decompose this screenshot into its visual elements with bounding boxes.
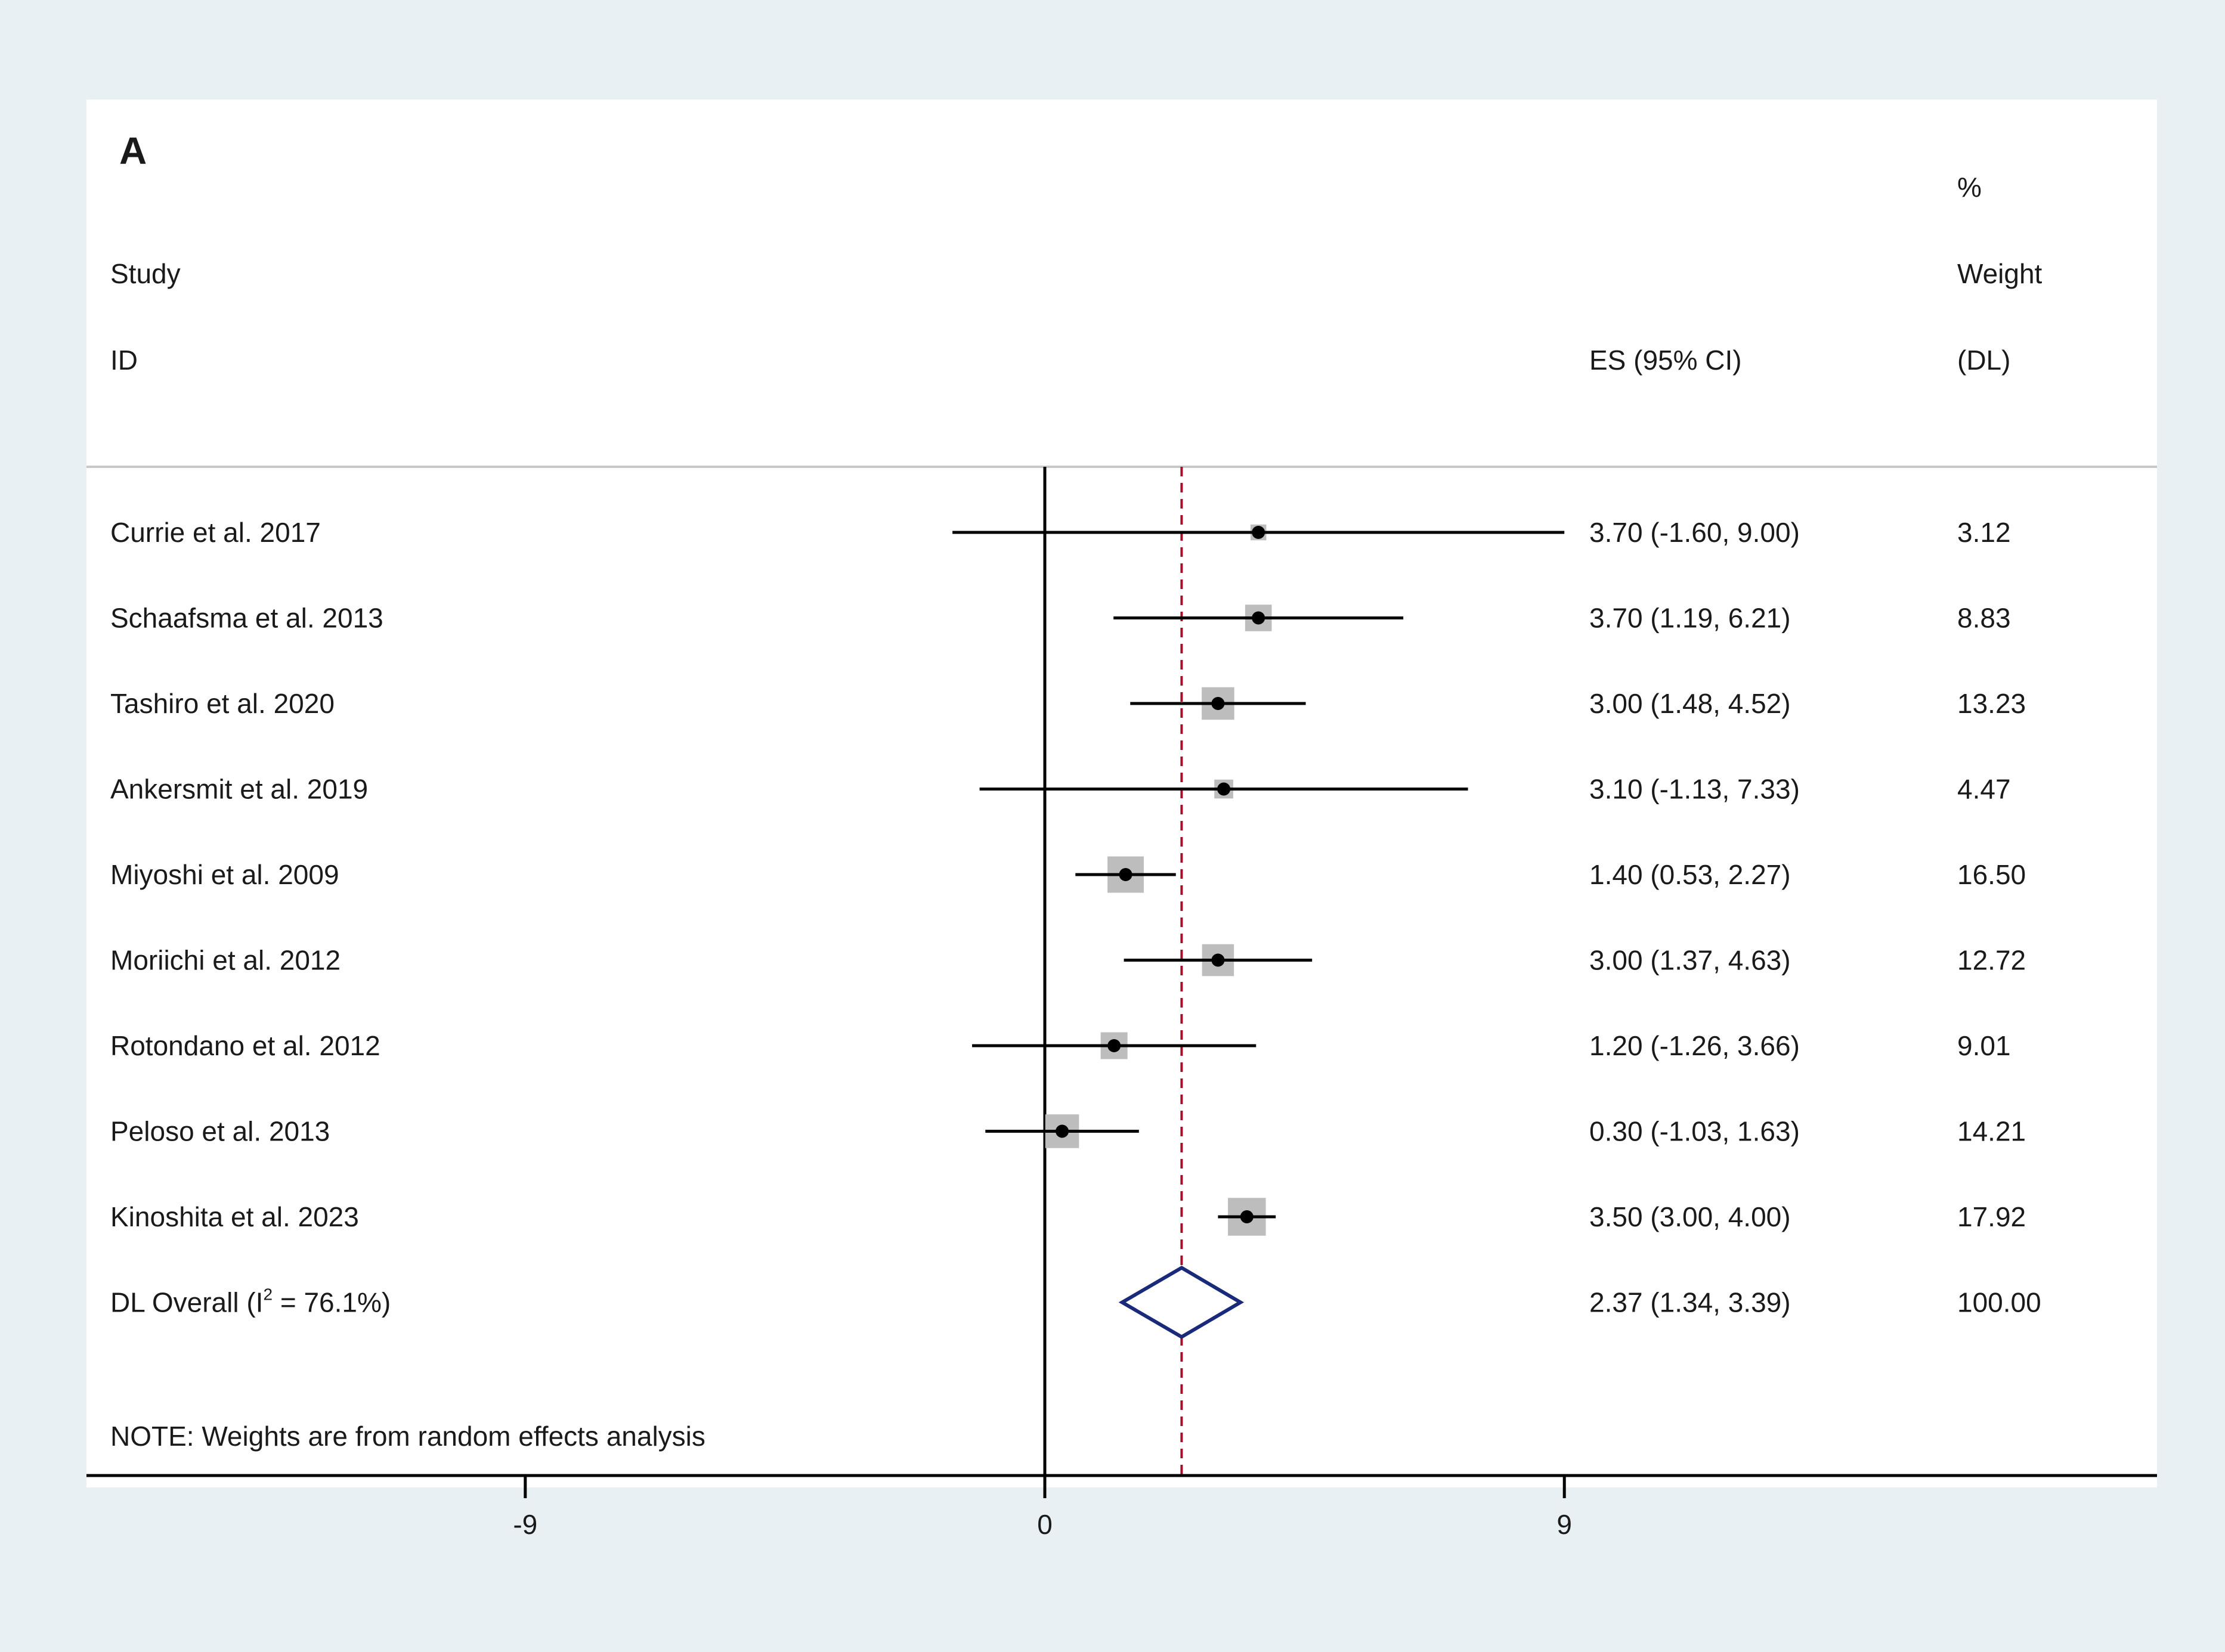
header-study: Study xyxy=(110,258,181,289)
x-tick-label: -9 xyxy=(513,1509,537,1540)
header-id: ID xyxy=(110,345,138,376)
study-row: Miyoshi et al. 2009 1.40 (0.53, 2.27) 16.5… xyxy=(110,856,2026,893)
study-row: Currie et al. 2017 3.70 (-1.60, 9.00) 3.12 xyxy=(110,517,2011,548)
study-row: Kinoshita et al. 2023 3.50 (3.00, 4.00) 17… xyxy=(110,1198,2026,1236)
note-text: NOTE: Weights are from random effects an… xyxy=(110,1421,705,1452)
study-row: Ankersmit et al. 2019 3.10 (-1.13, 7.33) 4… xyxy=(110,774,2011,805)
weight-value: 3.12 xyxy=(1957,517,2011,548)
es-ci-value: 1.20 (-1.26, 3.66) xyxy=(1589,1030,1800,1061)
study-label: Peloso et al. 2013 xyxy=(110,1116,330,1147)
weight-value: 17.92 xyxy=(1957,1201,2026,1232)
overall-es-ci-value: 2.37 (1.34, 3.39) xyxy=(1589,1287,1791,1318)
es-ci-value: 1.40 (0.53, 2.27) xyxy=(1589,859,1791,890)
header-weight-percent: % xyxy=(1957,172,1982,203)
header-weight: Weight xyxy=(1957,258,2043,289)
point-estimate xyxy=(1240,1210,1254,1223)
weight-value: 8.83 xyxy=(1957,603,2011,634)
panel-label: A xyxy=(119,129,147,172)
overall-diamond xyxy=(1118,1266,1245,1339)
plot-panel xyxy=(86,100,2157,1487)
point-estimate xyxy=(1252,526,1265,539)
weight-value: 16.50 xyxy=(1957,859,2026,890)
study-row: Rotondano et al. 2012 1.20 (-1.26, 3.66) 9… xyxy=(110,1030,2011,1061)
overall-weight-value: 100.00 xyxy=(1957,1287,2041,1318)
x-tick-label: 9 xyxy=(1556,1509,1572,1540)
weight-value: 13.23 xyxy=(1957,688,2026,719)
point-estimate xyxy=(1211,697,1225,710)
point-estimate xyxy=(1056,1124,1069,1138)
study-label: Kinoshita et al. 2023 xyxy=(110,1201,359,1232)
weight-value: 12.72 xyxy=(1957,945,2026,976)
study-row: Schaafsma et al. 2013 3.70 (1.19, 6.21) 8.… xyxy=(110,603,2011,634)
es-ci-value: 3.00 (1.37, 4.63) xyxy=(1589,945,1791,976)
x-axis: -9 0 9 xyxy=(86,1474,2157,1540)
es-ci-value: 3.50 (3.00, 4.00) xyxy=(1589,1201,1791,1232)
es-ci-value: 3.10 (-1.13, 7.33) xyxy=(1589,774,1800,805)
point-estimate xyxy=(1119,868,1132,881)
study-row: Moriichi et al. 2012 3.00 (1.37, 4.63) 12.… xyxy=(110,944,2026,977)
study-rows: Currie et al. 2017 3.70 (-1.60, 9.00) 3.12… xyxy=(110,517,2041,1339)
study-label: Rotondano et al. 2012 xyxy=(110,1030,380,1061)
weight-value: 4.47 xyxy=(1957,774,2011,805)
point-estimate xyxy=(1217,782,1231,796)
weight-value: 14.21 xyxy=(1957,1116,2026,1147)
x-tick-label: 0 xyxy=(1037,1509,1053,1540)
study-label: Miyoshi et al. 2009 xyxy=(110,859,339,890)
point-estimate xyxy=(1107,1039,1121,1052)
overall-row: DL Overall (I2 = 76.1%) 2.37 (1.34, 3.39)… xyxy=(110,1266,2041,1339)
point-estimate xyxy=(1252,611,1265,625)
study-label: Ankersmit et al. 2019 xyxy=(110,774,368,805)
study-label: Currie et al. 2017 xyxy=(110,517,321,548)
study-label: Schaafsma et al. 2013 xyxy=(110,603,383,634)
es-ci-value: 3.70 (-1.60, 9.00) xyxy=(1589,517,1800,548)
header-weight-method: (DL) xyxy=(1957,345,2010,376)
study-label: Tashiro et al. 2020 xyxy=(110,688,335,719)
header-es: ES (95% CI) xyxy=(1589,345,1742,376)
es-ci-value: 0.30 (-1.03, 1.63) xyxy=(1589,1116,1800,1147)
study-row: Tashiro et al. 2020 3.00 (1.48, 4.52) 13.2… xyxy=(110,687,2026,720)
point-estimate xyxy=(1211,953,1225,967)
overall-label: DL Overall (I2 = 76.1%) xyxy=(110,1285,391,1318)
es-ci-value: 3.00 (1.48, 4.52) xyxy=(1589,688,1791,719)
study-row: Peloso et al. 2013 0.30 (-1.03, 1.63) 14.2… xyxy=(110,1114,2026,1148)
study-label: Moriichi et al. 2012 xyxy=(110,945,341,976)
weight-value: 9.01 xyxy=(1957,1030,2011,1061)
es-ci-value: 3.70 (1.19, 6.21) xyxy=(1589,603,1791,634)
